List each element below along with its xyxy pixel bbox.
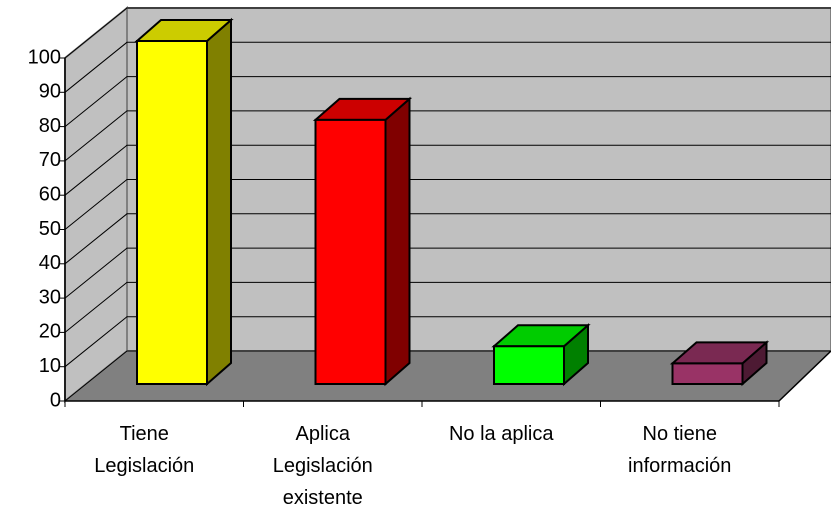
y-tick-label: 20 [39,321,61,343]
grid-line [64,7,831,59]
bar-front [671,362,744,386]
floor-edge [778,350,831,402]
grid-line [64,281,831,333]
floor [65,351,831,401]
y-tick-label: 90 [39,81,61,103]
grid-line [64,350,831,402]
bar-front [136,40,208,385]
x-tick-label: Aplica Legislación existente [272,423,373,509]
y-tick-label: 0 [50,389,61,411]
y-tick-label: 10 [39,355,61,377]
y-tick-label: 50 [39,218,61,240]
bar-side [206,17,232,387]
y-tick-label: 30 [39,286,61,308]
y-tick-label: 100 [28,46,61,68]
x-tick-label: No la aplica [448,423,554,445]
grid-line [64,316,831,368]
bars [134,17,770,387]
bar [491,323,591,387]
bar-front [314,118,387,385]
y-tick-label: 80 [39,115,61,137]
grid-line [64,213,831,265]
grid-line [64,247,831,299]
grid-line [64,41,831,93]
bar-front [493,345,565,385]
x-tick-label: No tiene información [628,423,732,477]
y-tick-label: 40 [39,252,61,274]
bar [312,96,413,387]
grid-line [64,110,831,162]
bar-side [384,96,411,387]
grid-line [64,179,831,230]
bar [669,340,770,387]
bar [134,17,234,387]
grid-line [64,144,831,196]
x-tick-label: Tiene Legislación [94,423,195,477]
y-tick-label: 60 [39,183,61,205]
grid [64,7,831,402]
ticks: 0 10 20 30 40 50 60 70 80 90 100 [28,46,780,411]
grid-line [64,76,831,127]
y-tick-label: 70 [39,149,61,171]
